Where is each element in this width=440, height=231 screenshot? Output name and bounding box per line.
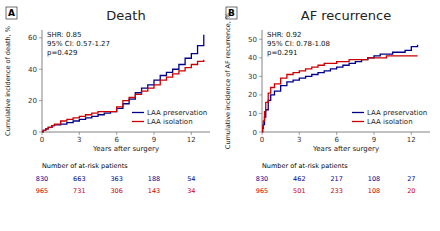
legend-swatch <box>132 121 144 122</box>
y-axis-line <box>42 30 43 132</box>
y-axis-label: Cumulative incidence of AF recurrence, % <box>224 13 232 149</box>
step-line <box>42 35 204 132</box>
annotation: 95% CI: 0.57-1.27 <box>47 40 110 48</box>
step-line <box>262 45 418 132</box>
x-tick-label: 0 <box>40 136 44 144</box>
at-risk-count: 54 <box>187 175 195 183</box>
at-risk-count: 830 <box>256 175 268 183</box>
legend-swatch <box>352 121 364 122</box>
x-tick-label: 3 <box>77 136 81 144</box>
at-risk-count: 20 <box>407 187 415 195</box>
y-tick <box>259 76 262 77</box>
figure: DeathA0204060036912Years after surgeryCu… <box>0 0 440 231</box>
y-tick <box>39 69 42 70</box>
x-tick-label: 3 <box>297 136 301 144</box>
at-risk-count: 217 <box>330 175 342 183</box>
plot-area <box>42 35 204 132</box>
panel: AF recurrenceB01020304050036912Years aft… <box>224 7 430 195</box>
at-risk-count: 233 <box>330 187 342 195</box>
x-tick-label: 6 <box>334 136 339 144</box>
x-tick-label: 0 <box>260 136 264 144</box>
legend-label: LAA isolation <box>147 118 193 126</box>
legend-label: LAA isolation <box>367 118 413 126</box>
y-tick-label: 40 <box>248 54 257 62</box>
x-tick-label: 9 <box>152 136 156 144</box>
y-tick-label: 60 <box>28 34 37 42</box>
x-tick <box>116 132 117 135</box>
at-risk-label: Number of at-risk patients <box>42 162 128 170</box>
title: AF recurrence <box>301 8 392 23</box>
at-risk-count: 363 <box>110 175 122 183</box>
x-tick <box>79 132 80 135</box>
annotation: p=0.291 <box>267 49 297 57</box>
panel-label: A <box>8 8 15 18</box>
x-axis-label: Years after surgery <box>92 145 159 153</box>
at-risk-count: 965 <box>36 187 48 195</box>
y-tick <box>39 100 42 101</box>
step-line <box>262 56 418 132</box>
legend: LAA preservationLAA isolation <box>352 109 427 126</box>
x-axis-line <box>42 132 210 133</box>
y-tick-label: 0 <box>33 129 37 137</box>
y-tick-label: 10 <box>248 110 257 118</box>
at-risk-count: 663 <box>73 175 85 183</box>
at-risk-count: 501 <box>293 187 305 195</box>
title: Death <box>106 8 145 23</box>
panel-label-box <box>6 7 17 19</box>
x-axis-line <box>262 132 430 133</box>
y-tick <box>39 132 42 133</box>
y-axis-line <box>262 30 263 132</box>
legend-label: LAA preservation <box>367 109 427 117</box>
legend-swatch <box>132 112 144 113</box>
at-risk-count: 965 <box>256 187 268 195</box>
at-risk-count: 108 <box>368 175 380 183</box>
annotation: 95% CI: 0.78-1.08 <box>267 40 330 48</box>
panel: Death A 0 20 40 60 0 3 6 9 12 Years after surgery Cu… <box>4 7 210 195</box>
y-tick-label: 20 <box>28 97 37 105</box>
x-tick <box>154 132 155 135</box>
at-risk-count: 188 <box>148 175 160 183</box>
at-risk-count: 306 <box>110 187 122 195</box>
at-risk-count: 108 <box>368 187 380 195</box>
at-risk-count: 731 <box>73 187 85 195</box>
y-axis-label: Cumulative incidence of death, % <box>4 26 12 136</box>
x-tick <box>336 132 337 135</box>
at-risk-count: 143 <box>148 187 160 195</box>
at-risk-count: 27 <box>407 175 415 183</box>
y-tick-label: 0 <box>253 129 257 137</box>
annotation: p=0.429 <box>47 49 77 57</box>
x-axis-label: Years after surgery <box>312 145 379 153</box>
y-tick <box>259 57 262 58</box>
legend: LAA preservationLAA isolation <box>132 109 207 126</box>
x-tick <box>374 132 375 135</box>
x-tick-label: 12 <box>407 136 416 144</box>
at-risk-count: 462 <box>293 175 305 183</box>
x-tick <box>191 132 192 135</box>
legend-label: LAA preservation <box>147 109 207 117</box>
x-tick-label: 6 <box>114 136 119 144</box>
at-risk-count: 34 <box>187 187 195 195</box>
y-tick-label: 40 <box>28 66 37 74</box>
y-tick-label: 20 <box>248 91 257 99</box>
y-tick <box>259 132 262 133</box>
y-tick <box>39 37 42 38</box>
x-tick <box>411 132 412 135</box>
y-tick-label: 50 <box>248 36 257 44</box>
x-tick-label: 9 <box>372 136 376 144</box>
at-risk-count: 830 <box>36 175 48 183</box>
at-risk-label: Number of at-risk patients <box>262 162 348 170</box>
annotation: SHR: 0.92 <box>267 31 302 39</box>
step-line <box>42 60 204 132</box>
y-tick <box>259 113 262 114</box>
y-tick <box>259 94 262 95</box>
x-tick <box>299 132 300 135</box>
plot-area <box>262 45 418 132</box>
y-tick <box>259 39 262 40</box>
legend-swatch <box>352 112 364 113</box>
y-tick-label: 30 <box>248 73 257 81</box>
annotation: SHR: 0.85 <box>47 31 82 39</box>
x-tick-label: 12 <box>187 136 196 144</box>
